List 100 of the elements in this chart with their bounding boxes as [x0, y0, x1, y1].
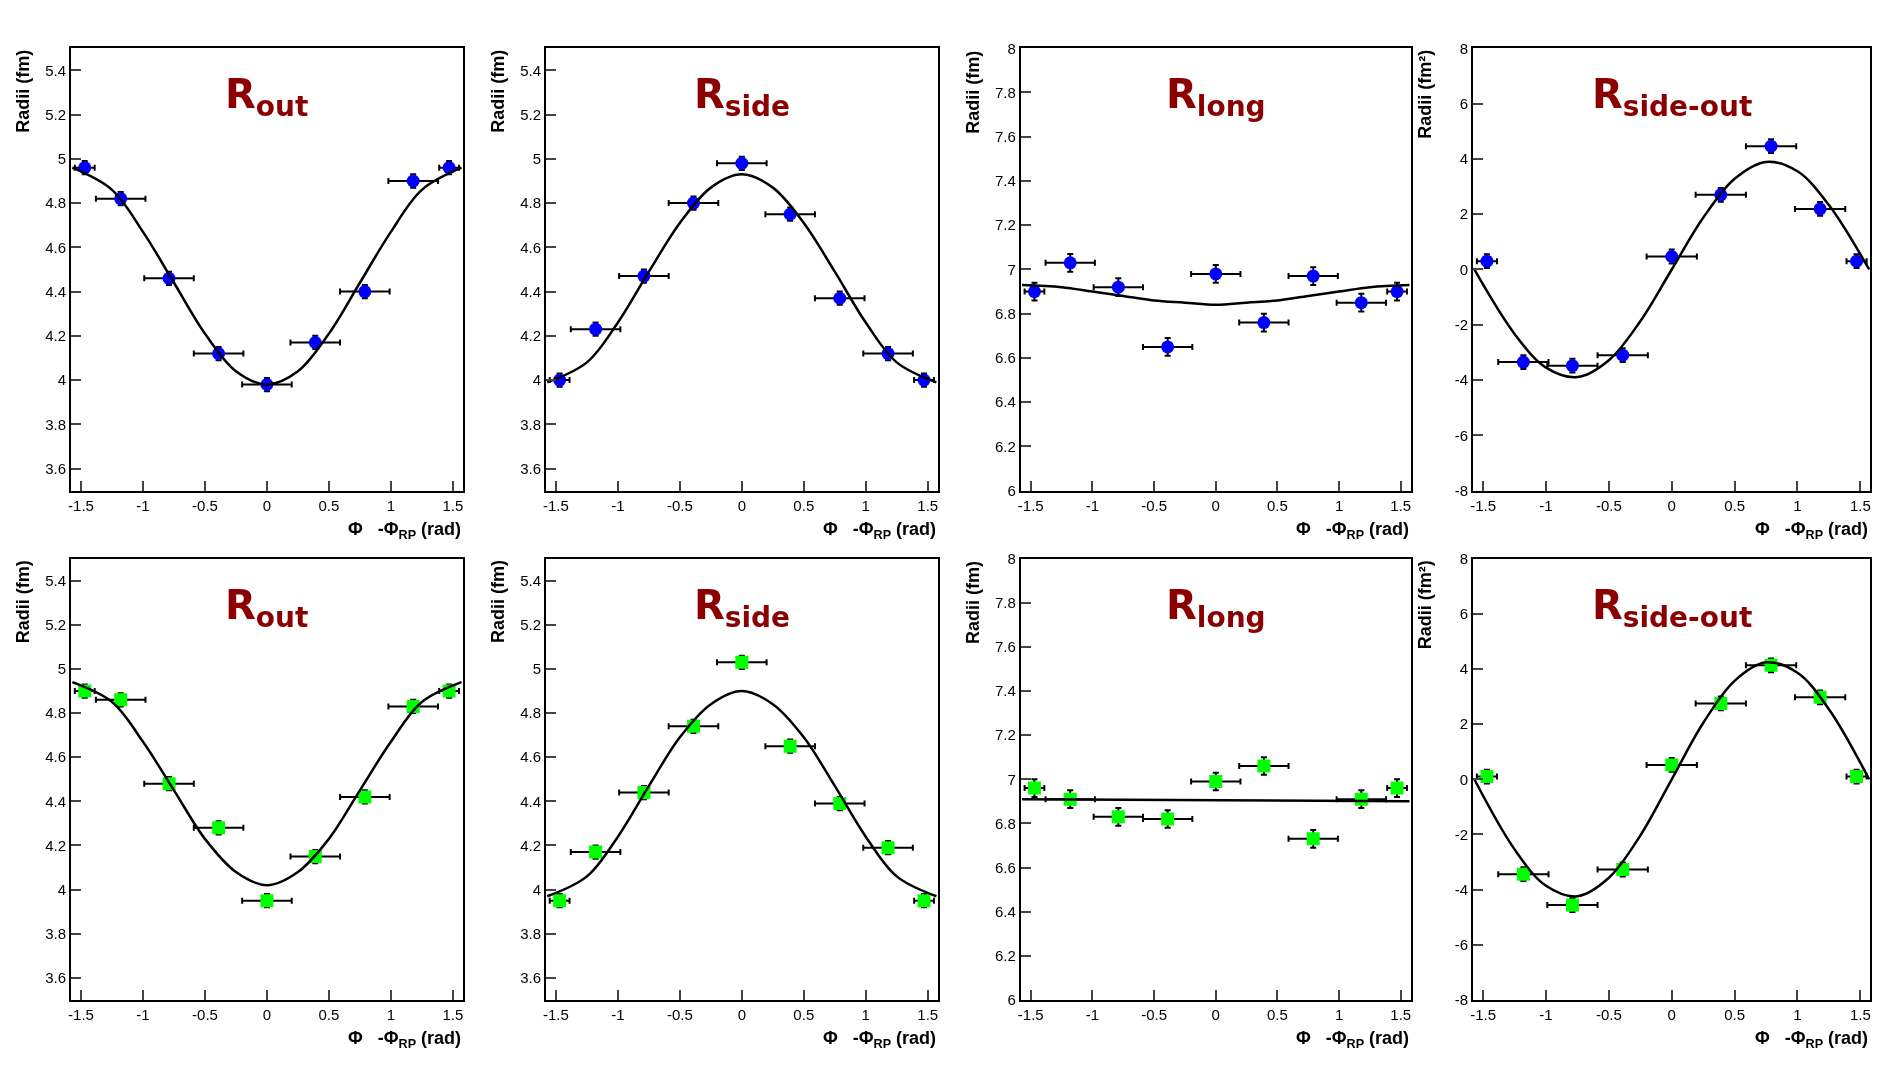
x-tick-label: 1.5	[1849, 496, 1871, 514]
y-tick-label: 5.4	[520, 571, 541, 589]
x-tick-label: -1	[611, 1005, 625, 1023]
y-tick-label: 4.6	[520, 238, 541, 256]
x-tick-label: 0	[1667, 1005, 1676, 1023]
x-tick-label: -1.5	[1470, 496, 1497, 514]
y-tick-label: 4.2	[520, 836, 541, 854]
x-tick-label: -1	[1539, 496, 1553, 514]
text: R$_{out}$	[225, 582, 309, 635]
x-tick-label: -1.5	[1470, 1005, 1497, 1023]
x-tick-label: -1	[1085, 496, 1100, 514]
x-tick-label: 1.5	[917, 1005, 939, 1023]
x-tick-label: -1	[136, 496, 150, 514]
y-tick-label: 5.2	[45, 105, 67, 123]
x-axis-title: Φ -Φ$_{RP}$ (rad)	[1296, 1028, 1410, 1051]
x-tick-label: 0.5	[1724, 496, 1746, 514]
y-tick-label: 5	[57, 660, 67, 678]
y-tick-label: 7.4	[995, 682, 1016, 700]
y-tick-label: 8	[1007, 549, 1016, 567]
x-axis-title: Φ -Φ$_{RP}$ (rad)	[1296, 519, 1410, 542]
x-tick-label: 0.5	[318, 1005, 340, 1023]
y-axis-title: Radii (fm)	[488, 49, 509, 133]
x-tick-label: -1.5	[542, 1005, 569, 1023]
y-tick-label: 5	[532, 660, 541, 678]
x-tick-label: 0.5	[1724, 1005, 1746, 1023]
y-tick-label: 0	[1459, 260, 1469, 278]
x-tick-label: -0.5	[1595, 1005, 1622, 1023]
x-axis-title: Φ -Φ$_{RP}$ (rad)	[348, 519, 462, 542]
y-tick-label: 7.2	[995, 726, 1016, 744]
y-tick-label: 3.8	[520, 925, 541, 943]
x-tick-label: 1	[1793, 496, 1802, 514]
text: R$_{long}$	[1166, 582, 1266, 635]
x-tick-label: 0	[1211, 1005, 1220, 1023]
y-axis-title: Radii (fm²)	[1415, 49, 1436, 139]
y-tick-label: 4	[532, 880, 541, 898]
y-tick-label: 4.4	[520, 282, 541, 300]
y-axis-title: Radii (fm²)	[1414, 560, 1435, 650]
x-tick-label: 0.5	[793, 1005, 815, 1023]
y-tick-label: 4.4	[45, 282, 67, 300]
y-tick-label: 4.8	[520, 704, 541, 722]
x-tick-label: 0	[262, 496, 272, 514]
x-tick-label: 0.5	[1267, 496, 1288, 514]
x-axis-title: Φ -Φ$_{RP}$ (rad)	[1755, 519, 1869, 542]
y-tick-label: 5.4	[520, 61, 541, 79]
text: R$_{long}$	[1166, 71, 1266, 124]
y-tick-label: 6.2	[995, 437, 1016, 455]
y-tick-label: -6	[1454, 426, 1469, 444]
x-tick-label: -0.5	[192, 496, 218, 514]
x-tick-label: -1	[1085, 1005, 1100, 1023]
point	[1354, 296, 1368, 310]
x-tick-label: -1.5	[1017, 1005, 1044, 1023]
y-tick-label: 3.8	[45, 925, 67, 943]
text: R$_{side}$	[694, 71, 791, 124]
y-tick-label: 6.6	[995, 858, 1016, 876]
y-tick-label: 3.6	[45, 969, 67, 987]
y-tick-label: 7.8	[995, 83, 1016, 101]
y-tick-label: 7.4	[995, 172, 1016, 190]
y-tick-label: 6	[1459, 94, 1469, 112]
text: R$_{out}$	[225, 71, 309, 124]
x-tick-label: 1.5	[1390, 1005, 1412, 1023]
y-tick-label: 6.2	[995, 947, 1016, 965]
y-tick-label: 6	[1007, 991, 1016, 1009]
x-tick-label: 1	[861, 496, 870, 514]
y-tick-label: -2	[1454, 316, 1469, 334]
point	[1257, 316, 1271, 330]
y-axis-title: Radii (fm)	[963, 50, 984, 134]
y-tick-label: 6	[1459, 605, 1469, 623]
y-tick-label: 7	[1007, 770, 1016, 788]
y-tick-label: 5.2	[520, 616, 541, 634]
x-tick-label: 1	[386, 1005, 396, 1023]
x-tick-label: 0	[737, 496, 746, 514]
x-tick-label: 1	[1334, 496, 1344, 514]
x-tick-label: -0.5	[1141, 1005, 1168, 1023]
y-tick-label: 4.8	[45, 194, 67, 212]
y-tick-label: 4.2	[520, 327, 541, 345]
y-tick-label: 5.4	[45, 571, 67, 589]
x-axis-title: Φ -Φ$_{RP}$ (rad)	[823, 1028, 937, 1051]
y-tick-label: 4.6	[45, 748, 67, 766]
y-tick-label: 8	[1459, 39, 1469, 57]
y-tick-label: 2	[1459, 205, 1469, 223]
y-tick-label: 4	[1459, 660, 1469, 678]
y-tick-label: 2	[1459, 715, 1469, 733]
y-tick-label: 3.8	[520, 415, 541, 433]
x-tick-label: -1.5	[68, 496, 94, 514]
y-tick-label: 7.6	[995, 128, 1016, 145]
y-tick-label: 6.8	[995, 304, 1016, 322]
x-tick-label: 1	[1334, 1005, 1344, 1023]
y-tick-label: 6.8	[995, 814, 1016, 832]
y-tick-label: 8	[1459, 549, 1469, 567]
y-tick-label: 4	[57, 371, 67, 389]
x-tick-label: 0	[1667, 496, 1676, 514]
y-axis-title: Radii (fm)	[13, 560, 34, 644]
y-axis-title: Radii (fm)	[487, 560, 508, 644]
y-tick-label: 7.6	[995, 638, 1016, 656]
x-tick-label: -1.5	[68, 1005, 94, 1023]
y-tick-label: 0	[1459, 770, 1469, 788]
y-tick-label: 6	[1007, 481, 1016, 499]
y-tick-label: -6	[1454, 936, 1469, 954]
x-tick-label: 1.5	[442, 1005, 464, 1023]
y-axis-title: Radii (fm)	[13, 49, 34, 133]
